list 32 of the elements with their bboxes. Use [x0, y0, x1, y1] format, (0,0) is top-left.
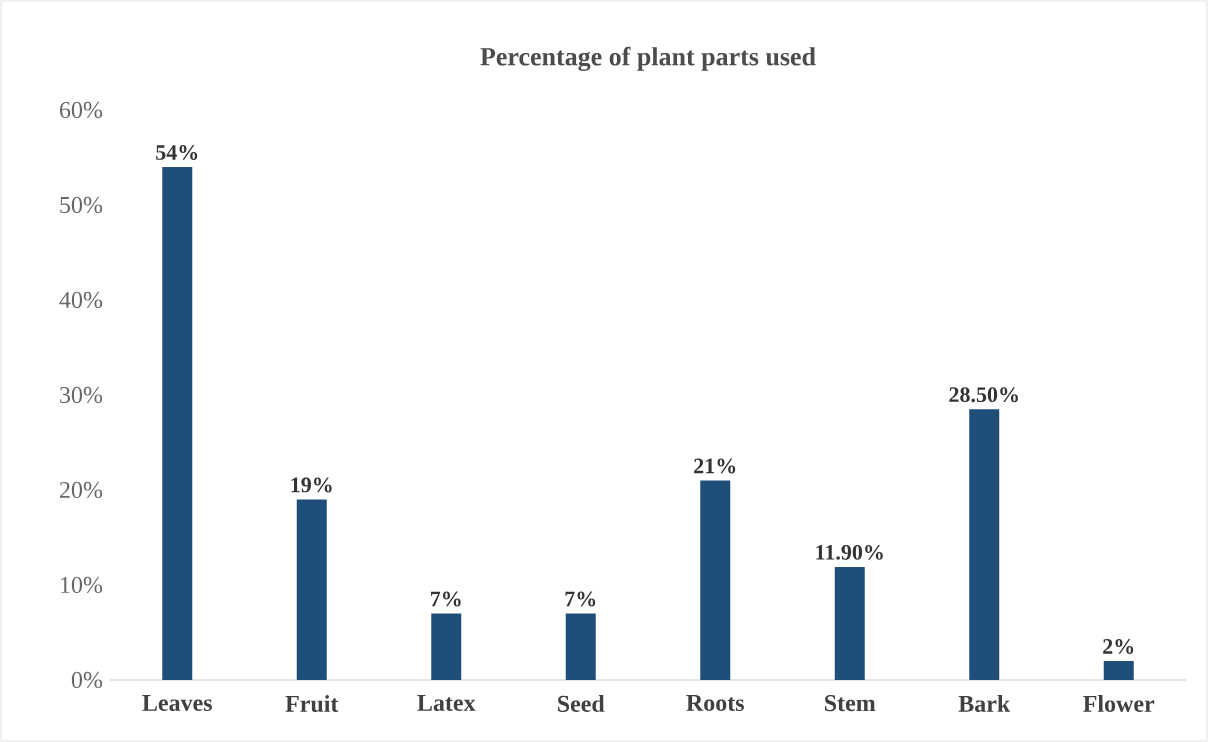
bar [162, 167, 193, 680]
bar [700, 480, 731, 680]
x-tick-label: Fruit [285, 695, 339, 712]
bar [431, 613, 462, 680]
data-label: 2% [1103, 639, 1134, 654]
y-tick-label: 40% [59, 291, 103, 309]
bar [296, 499, 327, 680]
bar [1103, 660, 1134, 680]
bar [969, 409, 1000, 680]
y-tick-label: 60% [59, 101, 103, 119]
x-tick-label: Roots [686, 695, 744, 711]
x-tick-label: Latex [417, 695, 476, 711]
y-tick-label: 20% [60, 481, 103, 499]
y-tick-label: 50% [60, 196, 103, 214]
data-label: 19% [291, 477, 332, 493]
x-tick-label: Stem [825, 695, 876, 712]
data-label: 7% [431, 591, 461, 607]
data-label: 54% [156, 145, 198, 160]
bar [834, 566, 865, 680]
x-tick-label: Flower [1083, 695, 1155, 712]
data-label: 7% [565, 591, 596, 607]
bar [565, 613, 596, 680]
x-tick-label: Leaves [142, 695, 212, 711]
x-tick-label: Seed [558, 695, 605, 712]
data-label: 11.90% [816, 544, 883, 560]
y-tick-label: 0% [71, 671, 103, 689]
x-tick-label: Bark [958, 695, 1011, 712]
y-tick-label: 30% [60, 386, 103, 404]
data-label: 28.50% [949, 387, 1018, 403]
chart-title: Percentage of plant parts used [480, 46, 816, 71]
data-label: 21% [694, 458, 736, 474]
y-tick-label: 10% [61, 576, 103, 594]
